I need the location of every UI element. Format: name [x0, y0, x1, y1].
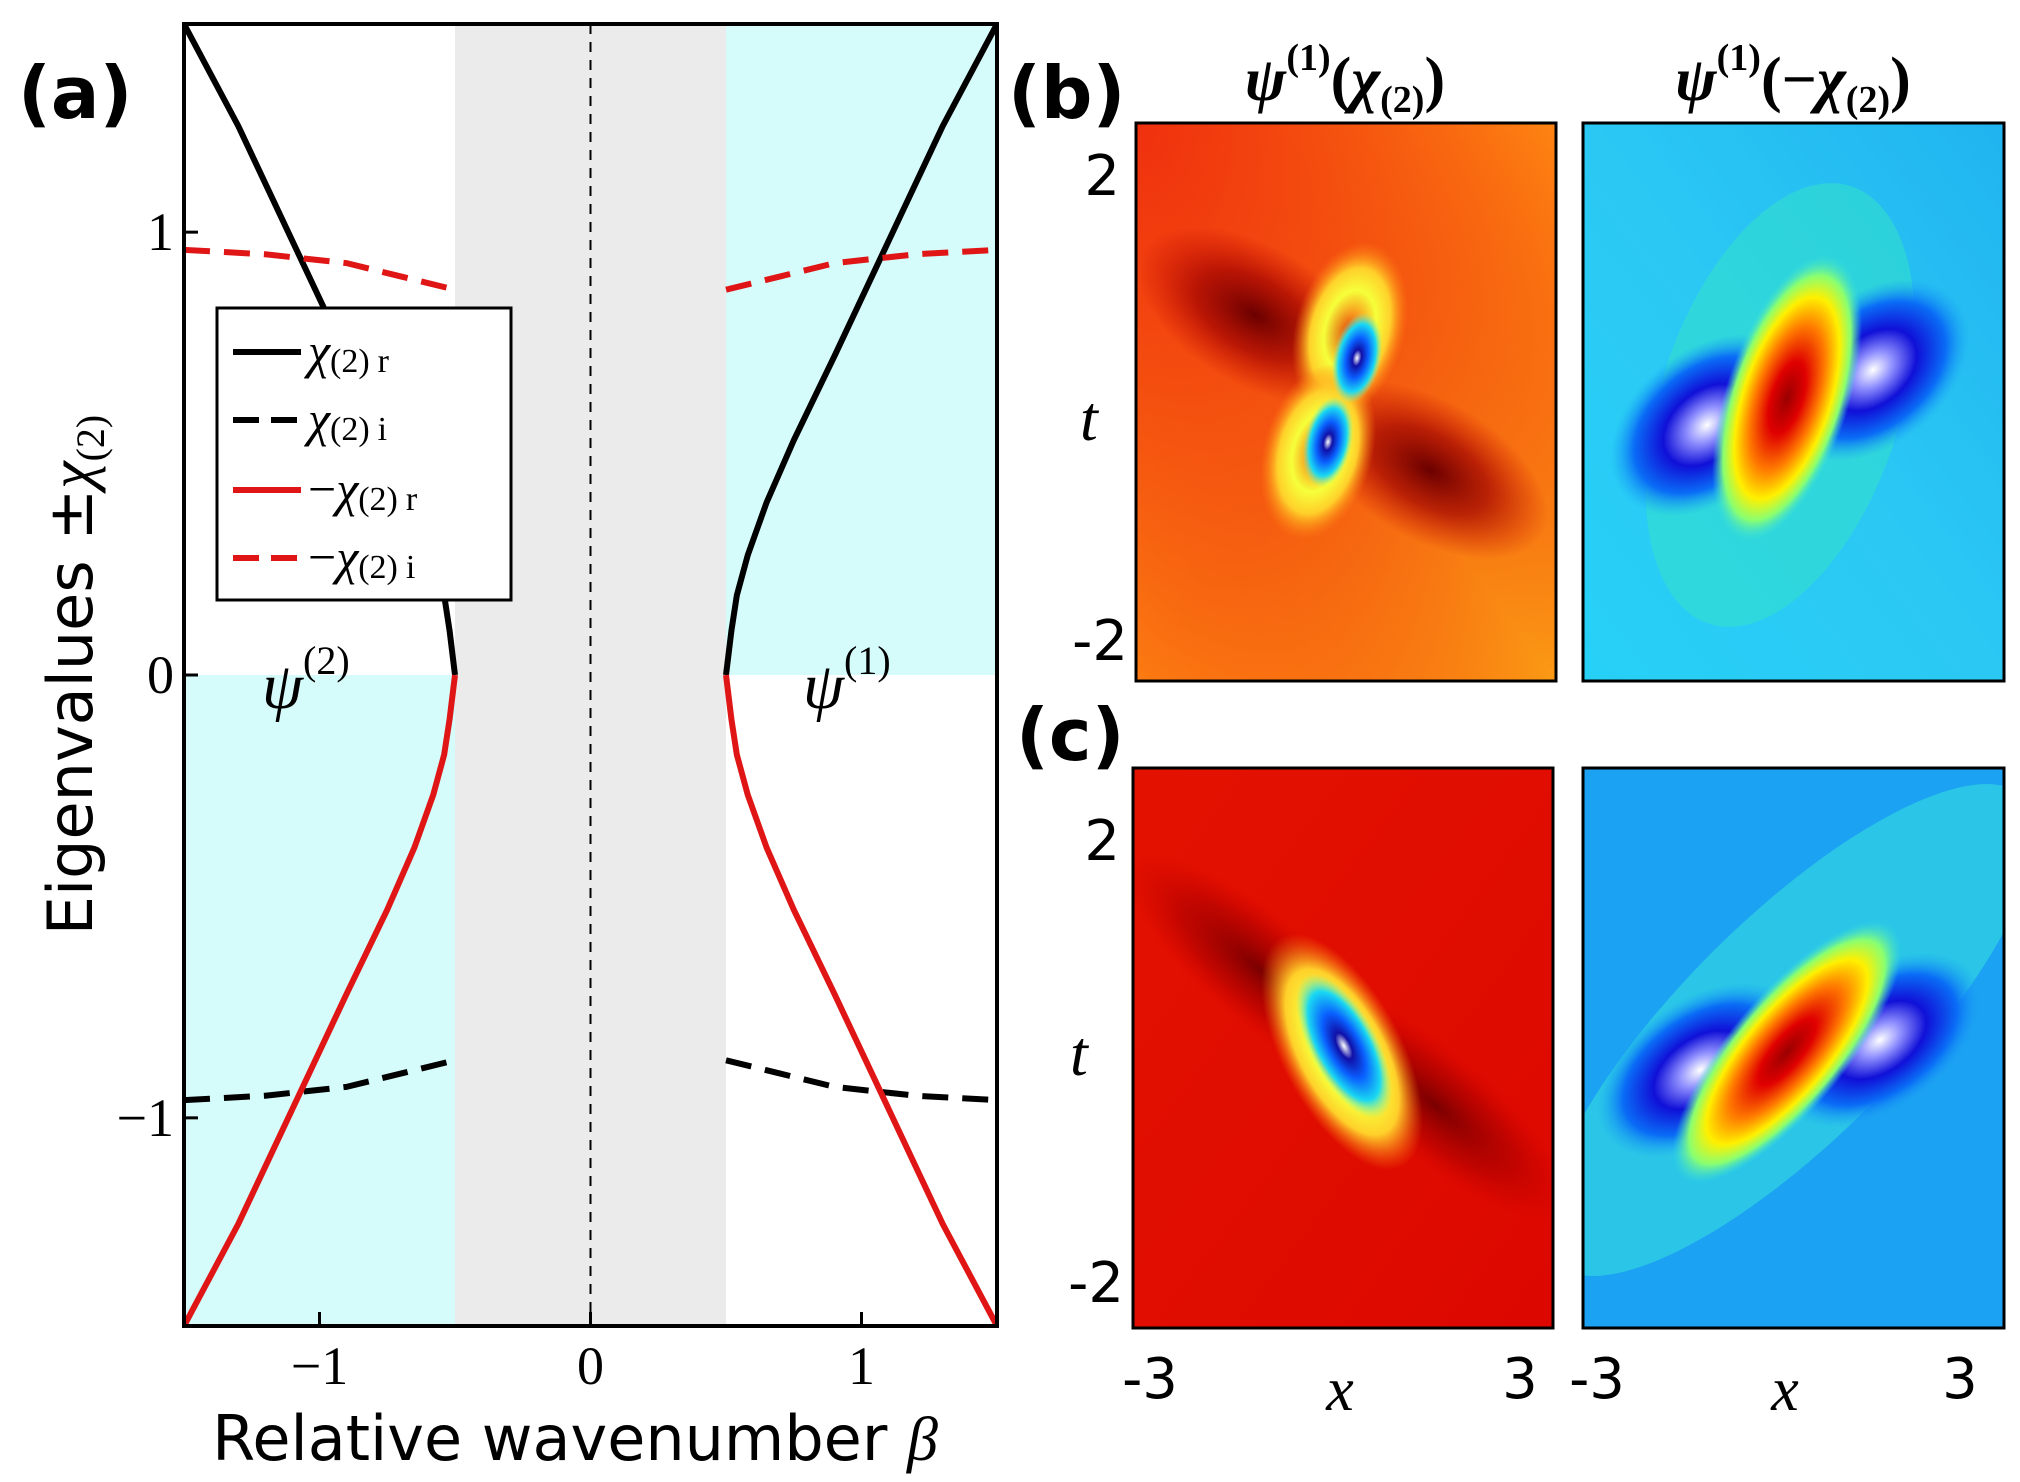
series-3-right-line [725, 246, 997, 293]
y-axis-label-symbol: χ [38, 460, 106, 494]
c-left-xtick-min: -3 [1122, 1347, 1178, 1412]
legend: χ(2) r χ(2) i −χ(2) r −χ(2) i [215, 306, 513, 602]
x-axis-label: Relative wavenumber β [212, 1402, 938, 1475]
frame-c-left [1131, 766, 1555, 1330]
c-left-xlabel: x [1325, 1356, 1354, 1424]
xtick-label-0: −1 [291, 1336, 348, 1396]
legend-label-chi-r: χ(2) r [304, 323, 390, 380]
frame-c-right [1581, 766, 2006, 1330]
panel-label-b: (b) [1008, 51, 1125, 135]
c-right-xtick-max: 3 [1942, 1347, 1978, 1412]
y-axis-label-sub: (2) [68, 415, 113, 462]
series-2-right-line [723, 674, 997, 1326]
y-axis-label-text: Eigenvalues ± [34, 489, 107, 936]
ytick-label-1: 0 [147, 645, 174, 705]
annotation-psi1: ψ(1) [803, 638, 891, 723]
xtick-label-1: 0 [577, 1336, 604, 1396]
c-right-xtick-min: -3 [1569, 1347, 1625, 1412]
b-ytick-top: 2 [1084, 144, 1120, 209]
c-ytick-bottom: -2 [1068, 1251, 1124, 1316]
x-axis-label-text: Relative wavenumber [212, 1402, 907, 1475]
column-title-left: ψ(1)(χ(2)) [1245, 37, 1445, 121]
heatmap-b-right [1583, 123, 2004, 681]
legend-label-chi-i: χ(2) i [304, 391, 387, 448]
frame-b-right [1581, 121, 2006, 683]
panel-label-c: (c) [1016, 693, 1125, 777]
heatmap-b-left [1136, 123, 1556, 681]
panel-a: −1 0 1 1 0 −1 (a) Relative wavenumber β Eigen… [18, 22, 999, 1475]
y-axis-label: Eigenvalues ±χ(2) [34, 415, 113, 935]
frame-b-left [1134, 121, 1558, 683]
cyan-region-lower-left [184, 675, 455, 1326]
series-0-right-line [723, 24, 997, 676]
legend-box [215, 306, 513, 602]
series-3-left-line [184, 246, 456, 293]
legend-label-negchi-i: −χ(2) i [308, 529, 415, 586]
b-ytick-bottom: -2 [1072, 609, 1128, 674]
legend-label-negchi-r: −χ(2) r [308, 461, 418, 518]
ytick-label-2: −1 [117, 1088, 174, 1148]
column-title-right: ψ(1)(−χ(2)) [1675, 37, 1911, 121]
c-right-xlabel: x [1770, 1356, 1799, 1424]
xtick-label-2: 1 [848, 1336, 875, 1396]
ytick-label-0: 1 [147, 202, 174, 262]
cyan-region-upper-right [726, 24, 997, 675]
series-1-right-line [725, 1057, 997, 1104]
b-ylabel: t [1080, 383, 1100, 454]
series-1-left-line [184, 1057, 456, 1104]
heatmap-c-left [1133, 768, 1553, 1328]
x-axis-label-symbol: β [906, 1406, 938, 1474]
c-ytick-top: 2 [1084, 809, 1120, 874]
series-2-left-line [184, 674, 458, 1326]
c-left-xtick-max: 3 [1502, 1347, 1538, 1412]
ticks-layer-a: −1 0 1 1 0 −1 [117, 202, 875, 1396]
c-ylabel: t [1070, 1018, 1090, 1089]
annotation-psi2: ψ(2) [262, 638, 350, 723]
panel-b-c: (b) (c) ψ(1)(χ(2)) ψ(1)(−χ(2)) [1008, 37, 2006, 1424]
heatmap-c-right [1583, 768, 2004, 1328]
panel-label-a: (a) [18, 51, 132, 135]
